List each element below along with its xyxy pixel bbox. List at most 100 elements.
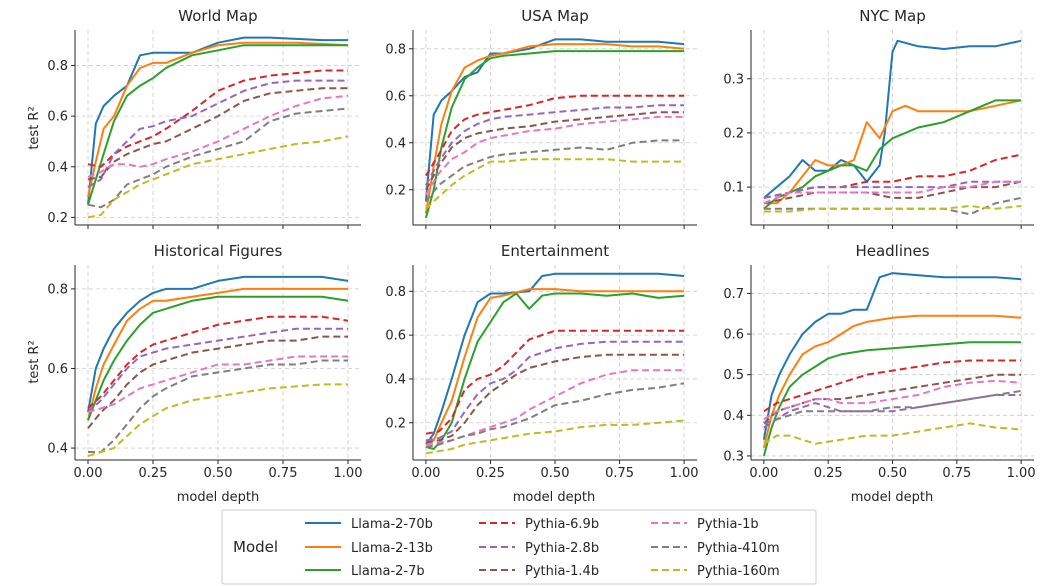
- y-tick-label: 0.4: [47, 160, 68, 175]
- y-tick-label: 0.6: [723, 328, 744, 343]
- legend-label: Llama-2-13b: [351, 541, 433, 556]
- subplot-historical-figures: 0.00 0.25 0.50 0.75 1.00 0.4 0.6 0.8 Historical …: [47, 242, 362, 481]
- y-tick-label: 0.1: [723, 181, 744, 196]
- y-tick-label: 0.3: [723, 449, 744, 464]
- gridlines: [75, 265, 361, 460]
- y-tick-label: 0.5: [723, 368, 744, 383]
- series-line-pythia-1-4b: [87, 87, 348, 181]
- series-line-pythia-160m: [763, 205, 1022, 213]
- y-tick-label: 0.6: [47, 362, 68, 377]
- legend-item-pythia-410m: Pythia-410m: [651, 541, 780, 556]
- series-lines: [762, 272, 1022, 457]
- legend-title: Model: [233, 538, 278, 556]
- legend-item-pythia-2-8b: Pythia-2.8b: [479, 541, 599, 556]
- x-tick-label: 0.50: [204, 466, 233, 481]
- x-tick-label: 0.00: [411, 466, 440, 481]
- series-line-pythia-160m: [425, 419, 685, 455]
- x-tick-label: 0.50: [541, 466, 570, 481]
- y-tick-label: 0.4: [385, 136, 406, 151]
- series-line-pythia-1-4b: [87, 335, 348, 429]
- subplot-title: Entertainment: [501, 242, 609, 260]
- x-axis-label-1: model depth: [177, 490, 259, 505]
- series-line-llama-2-13b: [87, 287, 348, 421]
- subplot-world-map: 0.2 0.4 0.6 0.8 World Map: [47, 7, 361, 229]
- x-tick-label: 0.00: [749, 466, 778, 481]
- y-tick-label: 0.2: [723, 126, 744, 141]
- x-tick-label: 1.00: [1007, 466, 1036, 481]
- x-tick-label: 1.00: [670, 466, 699, 481]
- series-line-pythia-410m: [763, 196, 1022, 216]
- x-tick-label: 1.00: [334, 466, 363, 481]
- legend-label: Llama-2-70b: [351, 517, 433, 532]
- legend-item-pythia-160m: Pythia-160m: [651, 564, 780, 579]
- y-tick-label: 0.8: [47, 59, 68, 74]
- y-tick-label: 0.6: [385, 329, 406, 344]
- y-tick-label: 0.7: [723, 287, 744, 302]
- subplot-title: Historical Figures: [154, 242, 283, 260]
- subplot-title: NYC Map: [859, 7, 925, 25]
- series-line-llama-2-70b: [87, 275, 349, 413]
- series-line-pythia-160m: [87, 135, 349, 219]
- series-line-pythia-160m: [87, 383, 348, 457]
- x-tick-label: 0.25: [814, 466, 843, 481]
- legend-label: Pythia-1.4b: [525, 564, 599, 579]
- legend-frame: [221, 509, 817, 585]
- legend-item-pythia-1b: Pythia-1b: [651, 517, 759, 532]
- series-line-llama-2-7b: [424, 50, 685, 219]
- series-line-pythia-1-4b: [425, 111, 685, 191]
- series-line-pythia-1b: [763, 180, 1022, 205]
- y-axis-label-bottom: test R²: [27, 340, 42, 383]
- series-line-pythia-410m: [425, 139, 685, 203]
- legend-item-llama-2-70b: Llama-2-70b: [305, 517, 433, 532]
- subplot-title: USA Map: [521, 7, 588, 25]
- x-tick-label: 0.75: [269, 466, 298, 481]
- x-tick-label: 0.00: [74, 466, 103, 481]
- series-line-pythia-410m: [87, 107, 349, 209]
- series-line-llama-2-7b: [763, 99, 1022, 210]
- series-line-llama-2-70b: [87, 36, 348, 205]
- y-tick-label: 0.8: [385, 42, 406, 57]
- legend-label: Pythia-2.8b: [525, 541, 599, 556]
- series-lines: [763, 39, 1022, 216]
- subplot-grid: 0.2 0.4 0.6 0.8 World Map 0.2 0.4 0.6 0.8 USA Map…: [47, 7, 1035, 481]
- gridlines: [751, 265, 1034, 460]
- y-tick-label: 0.8: [47, 282, 68, 297]
- y-tick-label: 0.4: [723, 409, 744, 424]
- series-lines: [424, 38, 685, 219]
- y-tick-label: 0.4: [47, 442, 68, 457]
- series-line-llama-2-13b: [87, 41, 349, 198]
- series-line-llama-2-13b: [763, 99, 1022, 205]
- legend-label: Pythia-160m: [697, 564, 780, 579]
- subplot-entertainment: 0.00 0.25 0.50 0.75 1.00 0.2 0.4 0.6 0.8 Entertai…: [385, 242, 698, 481]
- series-line-pythia-1b: [425, 115, 685, 196]
- series-line-llama-2-13b: [424, 43, 685, 214]
- legend-label: Llama-2-7b: [351, 564, 425, 579]
- y-tick-label: 0.2: [47, 211, 68, 226]
- x-tick-label: 0.50: [878, 466, 907, 481]
- y-tick-label: 0.6: [47, 110, 68, 125]
- x-tick-label: 0.75: [942, 466, 971, 481]
- series-line-pythia-1-4b: [425, 353, 685, 444]
- legend-item-pythia-1-4b: Pythia-1.4b: [479, 564, 599, 579]
- legend: Model Llama-2-70b Llama-2-13b Llama-2-7b Py…: [221, 509, 817, 585]
- series-lines: [425, 272, 685, 455]
- y-tick-label: 0.3: [723, 72, 744, 87]
- series-line-pythia-6-9b: [87, 315, 349, 410]
- x-axis-label-3: model depth: [851, 490, 933, 505]
- subplot-headlines: 0.00 0.25 0.50 0.75 1.00 0.3 0.4 0.5 0.6 0.7 Headl…: [723, 242, 1035, 481]
- subplot-nyc-map: 0.1 0.2 0.3 NYC Map: [723, 7, 1034, 229]
- series-line-pythia-2-8b: [425, 104, 685, 186]
- series-line-pythia-6-9b: [425, 94, 685, 177]
- subplot-usa-map: 0.2 0.4 0.6 0.8 USA Map: [385, 7, 697, 229]
- series-line-pythia-160m: [425, 158, 685, 210]
- series-line-pythia-1b: [87, 355, 348, 414]
- series-line-pythia-1-4b: [763, 373, 1022, 425]
- y-tick-label: 0.2: [385, 416, 406, 431]
- y-axis-label-top: test R²: [27, 106, 42, 149]
- series-line-pythia-6-9b: [425, 329, 685, 435]
- series-line-llama-2-7b: [762, 341, 1022, 457]
- series-line-llama-2-13b: [762, 314, 1022, 449]
- series-line-pythia-6-9b: [763, 359, 1022, 413]
- subplot-title: Headlines: [855, 242, 929, 260]
